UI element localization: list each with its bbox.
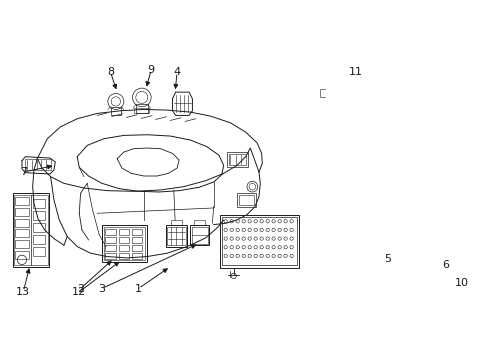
Bar [105, 253, 116, 258]
Bar [13, 193, 49, 266]
Bar [228, 154, 246, 165]
Bar [110, 107, 121, 115]
Bar [105, 237, 116, 243]
Bar [15, 219, 29, 226]
Bar [15, 197, 29, 205]
Bar [326, 88, 351, 99]
Bar [105, 229, 116, 235]
Bar [118, 237, 129, 243]
Bar [132, 244, 142, 251]
Bar [15, 240, 29, 248]
Text: 11: 11 [348, 67, 363, 77]
Bar [431, 177, 483, 211]
Bar [132, 229, 142, 235]
Bar [435, 181, 474, 201]
Bar [132, 253, 142, 258]
Bar [118, 244, 129, 251]
Bar [171, 220, 182, 225]
Bar [33, 247, 44, 256]
Text: 3: 3 [98, 284, 105, 293]
Text: 10: 10 [453, 278, 468, 288]
Bar [134, 108, 149, 113]
Bar [237, 193, 255, 207]
Bar [15, 229, 29, 237]
Bar [33, 235, 44, 244]
Text: 6: 6 [441, 260, 448, 270]
Bar [191, 226, 207, 244]
Bar [33, 211, 44, 220]
Bar [15, 208, 29, 216]
Bar [194, 220, 204, 225]
Bar [118, 229, 129, 235]
Text: 13: 13 [16, 287, 30, 297]
Text: 8: 8 [107, 67, 114, 77]
Text: 1: 1 [135, 284, 142, 293]
Bar [33, 199, 44, 208]
Bar [165, 225, 187, 247]
Text: 12: 12 [72, 287, 86, 297]
Bar [222, 217, 296, 265]
Bar [320, 90, 325, 98]
Bar [325, 87, 353, 100]
Bar [33, 222, 44, 232]
Bar [105, 244, 116, 251]
Bar [220, 215, 298, 268]
Bar [167, 226, 185, 245]
Bar [433, 179, 481, 209]
Text: 7: 7 [20, 167, 27, 177]
Bar [102, 225, 147, 262]
Text: 4: 4 [173, 67, 180, 77]
Bar [190, 225, 209, 245]
Bar [24, 159, 51, 170]
Bar [103, 227, 145, 260]
Bar [14, 195, 48, 265]
Bar [226, 152, 248, 167]
Bar [15, 251, 29, 258]
Bar [136, 104, 147, 113]
Text: 5: 5 [384, 253, 391, 264]
Text: 9: 9 [147, 65, 154, 75]
Text: 2: 2 [77, 284, 84, 293]
Bar [118, 253, 129, 258]
Bar [239, 195, 253, 204]
Bar [132, 237, 142, 243]
